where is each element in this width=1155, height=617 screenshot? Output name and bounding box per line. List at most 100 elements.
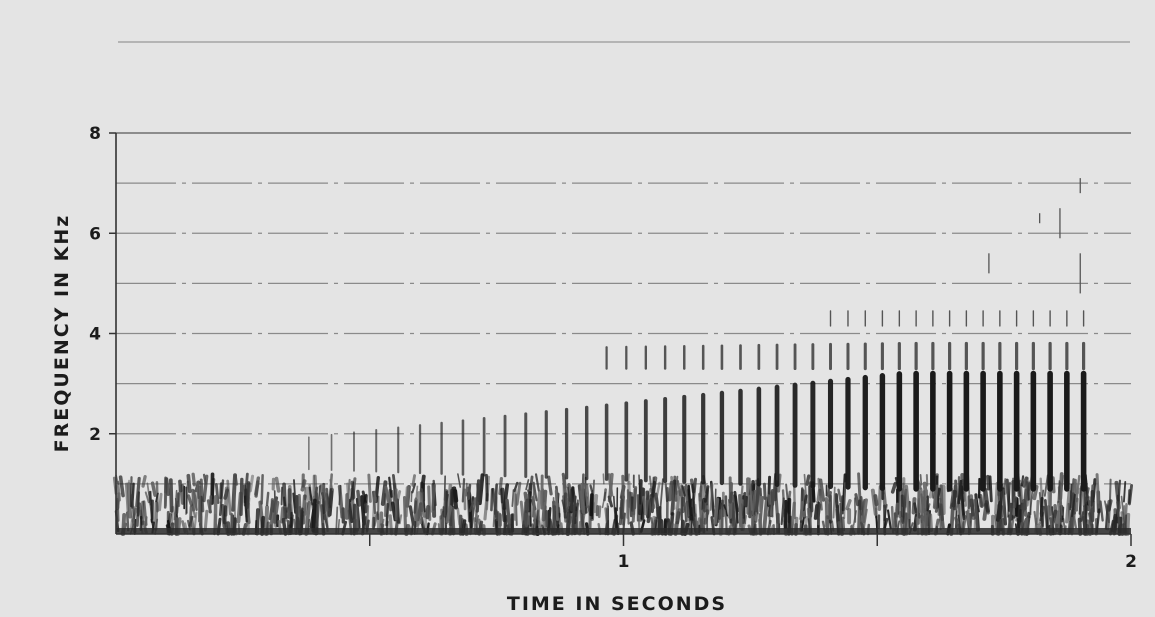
noise-streak: [969, 498, 976, 520]
noise-streak: [751, 489, 757, 515]
noise-streak: [191, 472, 196, 487]
noise-streak: [511, 489, 515, 507]
noise-streak: [531, 495, 537, 527]
noise-streak: [837, 488, 842, 503]
noise-streak: [683, 502, 687, 523]
noise-streak: [175, 492, 180, 515]
noise-streak: [554, 489, 559, 521]
noise-streak: [390, 501, 397, 522]
noise-streak: [274, 476, 281, 493]
noise-streak: [408, 505, 415, 526]
noise-streak: [841, 516, 846, 532]
noise-streak: [218, 479, 225, 517]
noise-streak: [1002, 478, 1007, 490]
noise-streak: [245, 481, 251, 509]
noise-streak: [904, 484, 911, 520]
noise-streak: [571, 495, 577, 529]
noise-streak: [1039, 506, 1044, 522]
noise-streak: [164, 477, 171, 496]
noise-streak: [709, 483, 714, 511]
noise-streak: [631, 486, 638, 523]
noise-streak: [728, 491, 734, 504]
noise-streak: [898, 488, 903, 519]
noise-streak: [597, 505, 602, 519]
noise-streak: [881, 486, 887, 509]
noise-streak: [430, 484, 437, 513]
noise-streak: [388, 476, 393, 498]
noise-streak: [1127, 489, 1131, 504]
noise-streak: [659, 478, 664, 510]
noise-streak: [843, 482, 847, 520]
noise-streak: [150, 481, 157, 497]
noise-streak: [525, 479, 530, 491]
noise-streak: [1061, 506, 1065, 521]
noise-streak: [742, 514, 748, 532]
noise-streak: [234, 474, 238, 486]
noise-streak: [373, 490, 377, 502]
noise-streak: [565, 497, 570, 510]
noise-streak: [703, 509, 710, 525]
noise-streak: [1040, 505, 1045, 529]
noise-streak: [311, 498, 317, 533]
noise-streak: [457, 473, 461, 488]
noise-streak: [1075, 474, 1081, 503]
noise-streak: [1116, 501, 1121, 525]
noise-streak: [1080, 511, 1085, 522]
noise-streak: [411, 482, 417, 494]
noise-streak: [744, 495, 748, 508]
noise-streak: [485, 473, 489, 502]
noise-streak: [443, 475, 446, 501]
noise-streak: [824, 497, 830, 520]
noise-streak: [186, 473, 192, 494]
noise-streak: [602, 473, 605, 485]
noise-streak: [260, 474, 264, 505]
noise-streak: [321, 487, 325, 500]
noise-streak: [852, 510, 858, 526]
noise-streak: [1012, 496, 1018, 509]
x-tick-label-1: 1: [618, 552, 630, 572]
noise-streak: [356, 489, 361, 507]
noise-streak: [670, 475, 676, 510]
noise-streak: [748, 477, 753, 511]
noise-streak: [813, 504, 819, 520]
noise-streak: [828, 490, 832, 503]
noise-streak: [1022, 476, 1029, 512]
noise-streak: [920, 490, 925, 521]
noise-streak: [861, 498, 868, 524]
noise-streak: [202, 473, 207, 485]
noise-streak: [1120, 495, 1126, 526]
noise-streak: [367, 473, 372, 503]
noise-streak: [939, 503, 945, 529]
noise-streak: [913, 502, 918, 514]
noise-streak: [199, 478, 205, 513]
noise-streak: [282, 482, 288, 520]
noise-streak: [500, 487, 507, 523]
noise-streak: [398, 514, 403, 525]
noise-streak: [621, 474, 625, 500]
noise-streak: [1085, 487, 1090, 503]
noise-streak: [988, 475, 993, 503]
noise-streak: [1028, 489, 1034, 519]
noise-streak: [627, 473, 630, 485]
noise-streak: [886, 509, 892, 530]
noise-streak: [272, 500, 280, 524]
noise-streak: [790, 501, 796, 531]
noise-streak: [445, 494, 449, 504]
noise-streak: [413, 500, 418, 514]
y-axis-ticks: 2 4 6 8: [89, 124, 116, 445]
noise-streak: [767, 504, 771, 517]
noise-streak: [116, 480, 121, 502]
noise-streak: [350, 487, 355, 520]
noise-streak: [453, 489, 459, 503]
noise-streak: [1122, 481, 1127, 503]
noise-streak: [567, 482, 574, 512]
noise-streak: [1099, 500, 1104, 522]
noise-streak: [861, 499, 866, 516]
noise-streak: [323, 513, 329, 529]
noise-streak: [308, 486, 314, 506]
x-axis-title: TIME IN SECONDS: [507, 593, 727, 615]
noise-streak: [324, 492, 329, 512]
noise-streak: [922, 481, 928, 498]
noise-streak: [786, 490, 792, 513]
